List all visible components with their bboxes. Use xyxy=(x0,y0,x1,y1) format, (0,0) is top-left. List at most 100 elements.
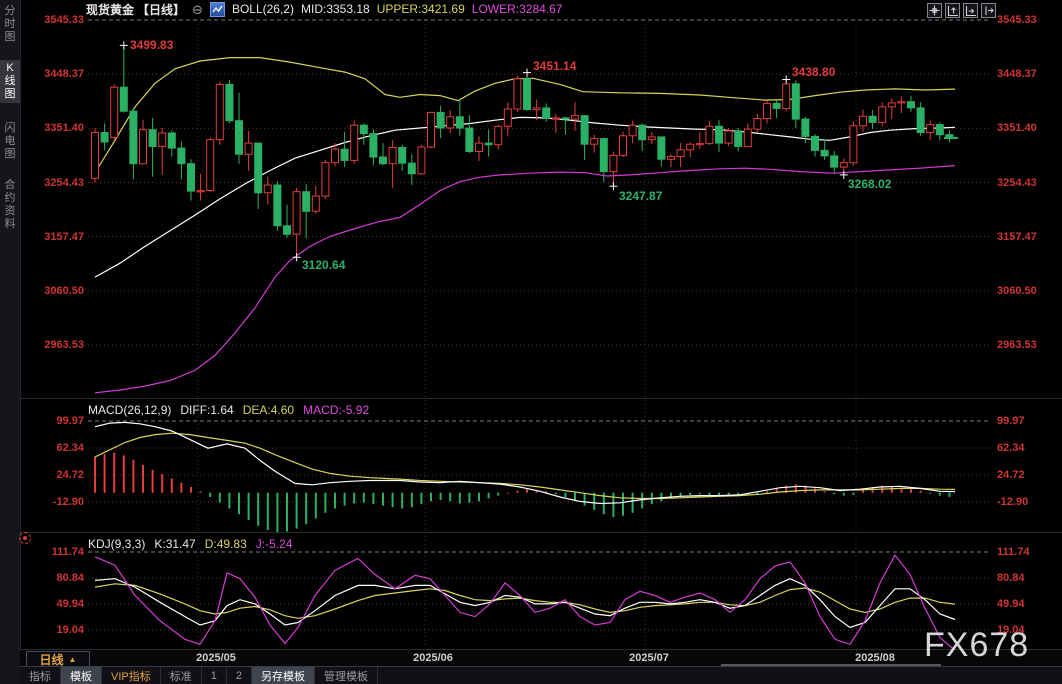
y-axis-label: 62.34 xyxy=(997,442,1025,454)
chart-toolbar-icons xyxy=(927,3,996,18)
price-annotation: 3451.14 xyxy=(533,59,577,73)
boll-label: BOLL(26,2) xyxy=(231,2,294,16)
price-annotation: 3438.80 xyxy=(792,65,836,79)
y-axis-label: 3254.43 xyxy=(44,176,84,189)
y-axis-label: 111.74 xyxy=(997,546,1030,558)
y-axis-label: 2963.53 xyxy=(997,339,1037,351)
bottom-toolbar: 指标 模板 VIP指标 标准 1 2 另存模板 管理模板 xyxy=(20,666,1062,684)
price-annotation: 3499.83 xyxy=(130,38,174,52)
macd-histogram xyxy=(94,452,951,533)
y-axis-scale-icon[interactable] xyxy=(945,3,960,18)
y-axis-label: 3254.43 xyxy=(997,176,1037,189)
period-selector[interactable]: 日线 ▲ xyxy=(26,651,90,667)
kdj-k-value: K:31.47 xyxy=(154,537,196,551)
x-axis-month-label: 2025/07 xyxy=(629,652,669,664)
price-annotation: 3268.02 xyxy=(848,177,892,191)
y-axis-label: 80.84 xyxy=(56,571,84,584)
kdj-d-value: D:49.83 xyxy=(204,537,247,551)
collapse-icon[interactable]: ⊖ xyxy=(192,1,203,17)
y-axis-label: 3351.40 xyxy=(997,122,1037,135)
toolbar-tab-标准[interactable]: 标准 xyxy=(161,667,202,684)
kdj-settings-icon[interactable] xyxy=(19,532,31,544)
toolbar-tab-1[interactable]: 1 xyxy=(202,667,227,684)
indicator-badge-icon xyxy=(209,1,225,17)
left-sidebar: 分 时 图 K 线 图闪 电 图合 约 资 料 xyxy=(0,0,21,684)
x-axis-bar: 日线 ▲ 2025/05 2025/06 2025/07 2025/08 xyxy=(20,649,1062,667)
y-axis-label: 99.97 xyxy=(56,415,84,427)
price-marker-icon xyxy=(119,41,128,50)
kdj-panel-title: KDJ(9,3,3) K:31.47 D:49.83 J:-5.24 xyxy=(88,537,292,551)
macd-dea-value: DEA:4.60 xyxy=(242,403,295,417)
y-axis-label: 19.04 xyxy=(997,623,1025,636)
y-axis-label: 3060.50 xyxy=(997,284,1037,297)
price-annotation: 3120.64 xyxy=(302,258,346,272)
macd-panel-title: MACD(26,12,9) DIFF:1.64 DEA:4.60 MACD:-5… xyxy=(88,403,369,417)
y-axis-label: 24.72 xyxy=(997,469,1025,481)
y-axis-label: 2963.53 xyxy=(44,339,84,351)
y-axis-label: 49.94 xyxy=(997,597,1025,610)
period-label: 日线 xyxy=(39,652,64,667)
boll-lower-line xyxy=(94,165,956,394)
price-marker-icon xyxy=(839,170,848,179)
y-axis-label: -12.90 xyxy=(997,496,1029,508)
boll-mid-line xyxy=(94,116,956,278)
boll-lower-value: LOWER:3284.67 xyxy=(471,2,563,16)
toolbar-tab-指标[interactable]: 指标 xyxy=(20,667,61,684)
x-axis-month-label: 2025/05 xyxy=(196,652,236,664)
y-axis-label: -12.90 xyxy=(52,496,84,508)
x-axis-scale-icon[interactable] xyxy=(963,3,978,18)
candlestick-series xyxy=(91,45,954,258)
kdj-label: KDJ(9,3,3) xyxy=(88,537,146,551)
y-axis-label: 19.04 xyxy=(56,623,84,636)
chart-header: 现货黄金 【日线】 ⊖ BOLL(26,2) MID:3353.18 UPPER… xyxy=(86,1,562,17)
sidebar-item-flash-chart[interactable]: 闪 电 图 xyxy=(4,122,16,160)
y-axis-label: 99.97 xyxy=(997,415,1025,427)
sidebar-item-time-chart[interactable]: 分 时 图 xyxy=(4,5,16,43)
y-axis-label: 3545.33 xyxy=(44,14,84,26)
pan-crosshair-icon[interactable] xyxy=(927,3,942,18)
sidebar-item-contract-info[interactable]: 合 约 资 料 xyxy=(4,179,16,230)
y-axis-label: 111.74 xyxy=(51,546,84,558)
symbol-name: 现货黄金 xyxy=(86,2,135,17)
y-axis-label: 24.72 xyxy=(56,469,84,481)
price-marker-icon xyxy=(609,182,618,191)
x-axis-month-label: 2025/08 xyxy=(855,652,895,664)
period-tag: 【日线】 xyxy=(137,2,186,17)
y-axis-label: 3545.33 xyxy=(997,14,1037,26)
x-axis-month-label: 2025/06 xyxy=(413,652,453,664)
macd-diff-line xyxy=(94,421,956,505)
macd-diff-value: DIFF:1.64 xyxy=(180,403,234,417)
sidebar-item-kline-chart[interactable]: K 线 图 xyxy=(0,60,20,103)
toolbar-tab-模板[interactable]: 模板 xyxy=(61,667,102,684)
macd-label: MACD(26,12,9) xyxy=(88,403,172,417)
y-axis-label: 3448.37 xyxy=(44,68,84,81)
y-axis-label: 3060.50 xyxy=(44,284,84,297)
boll-mid-value: MID:3353.18 xyxy=(300,2,370,16)
price-annotation: 3247.87 xyxy=(619,189,663,203)
toolbar-tab-另存模板[interactable]: 另存模板 xyxy=(251,667,315,684)
toolbar-tab-VIP指标[interactable]: VIP指标 xyxy=(102,667,161,684)
period-arrow-icon: ▲ xyxy=(68,654,77,664)
scrollbar-thumb[interactable] xyxy=(721,664,941,666)
price-marker-icon xyxy=(782,75,791,84)
kdj-d-line xyxy=(94,583,956,619)
y-axis-label: 80.84 xyxy=(997,571,1025,584)
y-axis-label: 3157.47 xyxy=(44,230,84,243)
toolbar-tab-2[interactable]: 2 xyxy=(227,667,252,684)
toolbar-tab-管理模板[interactable]: 管理模板 xyxy=(315,667,378,684)
y-axis-label: 3351.40 xyxy=(44,122,84,135)
price-marker-icon xyxy=(523,68,531,77)
macd-macd-value: MACD:-5.92 xyxy=(303,403,370,417)
y-axis-label: 3448.37 xyxy=(997,68,1037,81)
y-axis-label: 49.94 xyxy=(56,597,84,610)
kdj-j-line xyxy=(94,554,956,651)
kdj-k-line xyxy=(94,578,956,629)
jump-latest-icon[interactable] xyxy=(981,3,996,18)
watermark: FX678 xyxy=(924,626,1030,664)
y-axis-label: 3157.47 xyxy=(997,230,1037,243)
kdj-j-value: J:-5.24 xyxy=(255,537,293,551)
price-marker-icon xyxy=(292,253,301,262)
boll-upper-value: UPPER:3421.69 xyxy=(376,2,465,16)
